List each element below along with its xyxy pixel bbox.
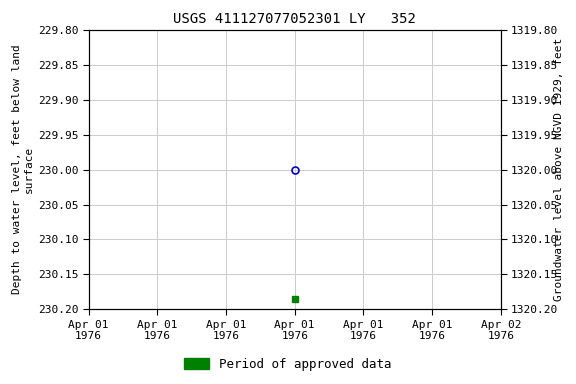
Legend: Period of approved data: Period of approved data <box>179 353 397 376</box>
Y-axis label: Groundwater level above NGVD 1929, feet: Groundwater level above NGVD 1929, feet <box>554 38 564 301</box>
Title: USGS 411127077052301 LY   352: USGS 411127077052301 LY 352 <box>173 12 416 26</box>
Y-axis label: Depth to water level, feet below land
surface: Depth to water level, feet below land su… <box>12 45 33 295</box>
